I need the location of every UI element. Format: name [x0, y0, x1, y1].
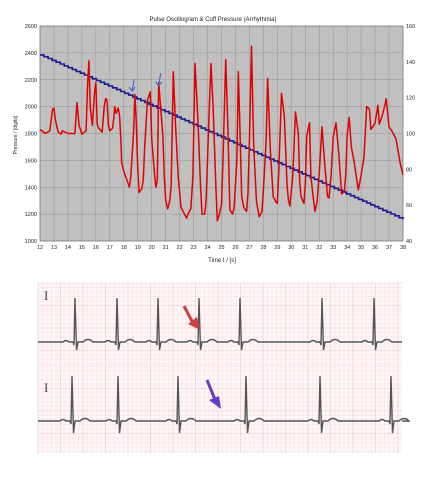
x-axis-ticks: 12 13 14 15 16 17 18 19 20 21 22 23 24 25 26 27 28 29 30 31… — [37, 245, 406, 251]
arrow-head — [128, 86, 136, 93]
y2-tick-label: 80 — [406, 167, 412, 173]
x-axis-label: Time t / [s] — [208, 258, 236, 264]
x-tick-label: 18 — [121, 245, 127, 251]
y-tick-label: 2600 — [25, 24, 37, 30]
y2-tick-label: 100 — [406, 132, 415, 138]
ecg-strip-1: I — [37, 282, 402, 365]
x-tick-label: 32 — [316, 245, 322, 251]
y-tick-label: 2200 — [25, 78, 37, 84]
purple-arrow-head — [209, 396, 221, 409]
red-arrow-head — [188, 317, 200, 330]
x-tick-label: 17 — [107, 245, 113, 251]
x-tick-label: 27 — [246, 245, 252, 251]
x-tick-label: 22 — [177, 245, 183, 251]
annotation-arrows — [128, 72, 163, 93]
y-axis-ticks: 1000 1200 1400 1600 1800 2000 2200 2400 2600 — [25, 24, 37, 245]
x-tick-label: 34 — [344, 245, 350, 251]
y2-tick-label: 160 — [406, 24, 415, 30]
ecg-lead-label-1: I — [44, 288, 48, 303]
x-tick-label: 31 — [302, 245, 308, 251]
y2-tick-label: 60 — [406, 203, 412, 209]
y-axis-label: Pressure / [digits] — [13, 115, 19, 154]
x-tick-label: 21 — [163, 245, 169, 251]
ecg-strip-2: I — [37, 365, 411, 453]
x-tick-label: 38 — [400, 245, 406, 251]
arrow-shaft — [158, 72, 162, 86]
x-tick-label: 13 — [51, 245, 57, 251]
series-group — [39, 45, 404, 222]
ecg-grid-1 — [37, 282, 402, 365]
ecg-trace-2 — [38, 375, 411, 434]
pulse-oscillogram-line — [39, 45, 404, 222]
blue-arrow-1 — [128, 78, 136, 93]
y-tick-label: 2400 — [25, 51, 37, 57]
ecg-strip-1-background — [38, 283, 402, 365]
x-tick-label: 15 — [79, 245, 85, 251]
red-arrow — [182, 305, 200, 330]
x-tick-label: 35 — [358, 245, 364, 251]
x-tick-label: 23 — [191, 245, 197, 251]
y-tick-label: 1000 — [25, 239, 37, 245]
y-tick-label: 2000 — [25, 105, 37, 111]
ecg-lead-label-2: I — [44, 380, 48, 395]
x-tick-label: 26 — [232, 245, 238, 251]
ecg-strip-2-background — [38, 366, 402, 453]
y-tick-label: 1800 — [25, 132, 37, 138]
x-tick-label: 37 — [386, 245, 392, 251]
x-tick-label: 20 — [149, 245, 155, 251]
x-tick-label: 14 — [65, 245, 71, 251]
y2-tick-label: 40 — [406, 239, 412, 245]
x-tick-label: 36 — [372, 245, 378, 251]
x-tick-label: 12 — [37, 245, 43, 251]
y-tick-label: 1200 — [25, 212, 37, 218]
y2-tick-label: 120 — [406, 96, 415, 102]
x-tick-label: 29 — [274, 245, 280, 251]
x-tick-label: 16 — [93, 245, 99, 251]
x-tick-label: 33 — [330, 245, 336, 251]
y2-axis-ticks: 40 60 80 100 120 140 160 — [406, 24, 415, 245]
ecg-trace-1 — [38, 297, 402, 351]
y-tick-label: 1400 — [25, 185, 37, 191]
x-tick-label: 24 — [204, 245, 210, 251]
x-tick-label: 30 — [288, 245, 294, 251]
arrow-head — [155, 81, 163, 87]
blue-arrow-2 — [155, 72, 163, 87]
x-tick-label: 19 — [135, 245, 141, 251]
x-tick-label: 25 — [218, 245, 224, 251]
y-tick-label: 1600 — [25, 158, 37, 164]
ecg-grid-2 — [37, 365, 402, 453]
x-tick-label: 28 — [260, 245, 266, 251]
purple-arrow — [205, 379, 221, 409]
chart-title: Pulse Oscillogram & Cuff Pressure (Arrhy… — [150, 17, 277, 23]
arrow-shaft — [131, 78, 135, 92]
y2-tick-label: 140 — [406, 60, 415, 66]
